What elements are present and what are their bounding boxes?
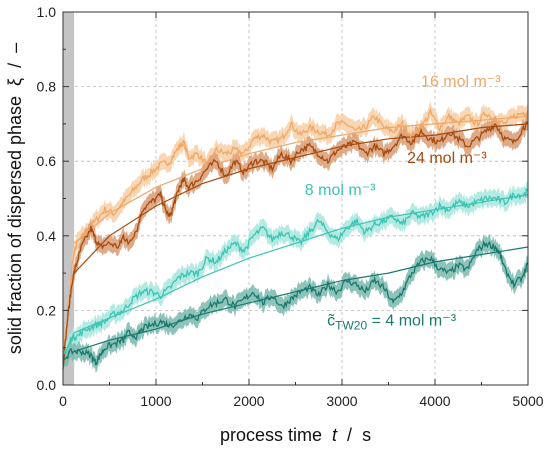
x-tick-label: 2000 [233,393,264,409]
series-band-1 [63,114,528,378]
shaded-region-rect [63,12,75,385]
y-axis-title-unit: – [5,43,25,53]
shaded-region [63,12,75,385]
series-label-subscript: TW20 [335,318,367,332]
x-tick-label: 1000 [140,393,171,409]
x-axis-title-sep: / [342,425,357,445]
series-band-3 [63,233,528,374]
x-tick-label: 4000 [419,393,450,409]
series-label-0: 16 mol m⁻³ [421,74,501,91]
series-label-2: 8 mol m⁻³ [305,182,376,199]
y-tick-label: 0.0 [37,377,57,393]
y-tick-label: 0.6 [37,153,57,169]
y-tick-label: 0.4 [37,228,57,244]
y-tick-label: 0.2 [37,302,57,318]
x-axis-title: process time t / s [220,425,371,445]
x-tick-label: 3000 [326,393,357,409]
series-label-1: 24 mol m⁻³ [407,150,487,167]
series-label-main: 16 mol m⁻³ [421,74,501,91]
series-line-2 [62,187,529,355]
series-line-0 [62,107,529,359]
x-axis-title-text: process time [220,425,322,445]
series-labels: 16 mol m⁻³ 24 mol m⁻³ 8 mol m⁻³ c̃TW20 = 4 … [305,74,501,333]
series-label-main: c̃ [327,312,335,329]
series-line-3 [62,239,529,366]
x-axis-title-unit: s [362,425,371,445]
y-tick-label: 1.0 [37,4,57,20]
y-axis-title-sep: / [5,58,25,73]
axis-ticks: 0 1000 2000 3000 4000 5000 0.0 0.2 0.4 0.6 0.8 1.0 [37,4,544,409]
series-line-1 [62,121,529,369]
y-axis-title: solid fraction of dispersed phase ξ / – [5,43,25,354]
y-tick-label: 0.8 [37,79,57,95]
series-fit-2 [73,194,529,334]
x-tick-label: 0 [59,393,67,409]
series-label-3: c̃TW20 = 4 mol m⁻³ [327,312,457,332]
x-axis-title-symbol: t [332,425,338,445]
series-lines [62,107,529,369]
series-fit-0 [73,115,529,244]
y-axis-title-text: solid fraction of dispersed phase [5,96,25,354]
y-axis-title-symbol: ξ [5,78,25,86]
series-label-main: 8 mol m⁻³ [305,182,376,199]
x-tick-label: 5000 [512,393,543,409]
series-label-main: 24 mol m⁻³ [407,150,487,167]
series-label-rest: = 4 mol m⁻³ [367,312,457,329]
